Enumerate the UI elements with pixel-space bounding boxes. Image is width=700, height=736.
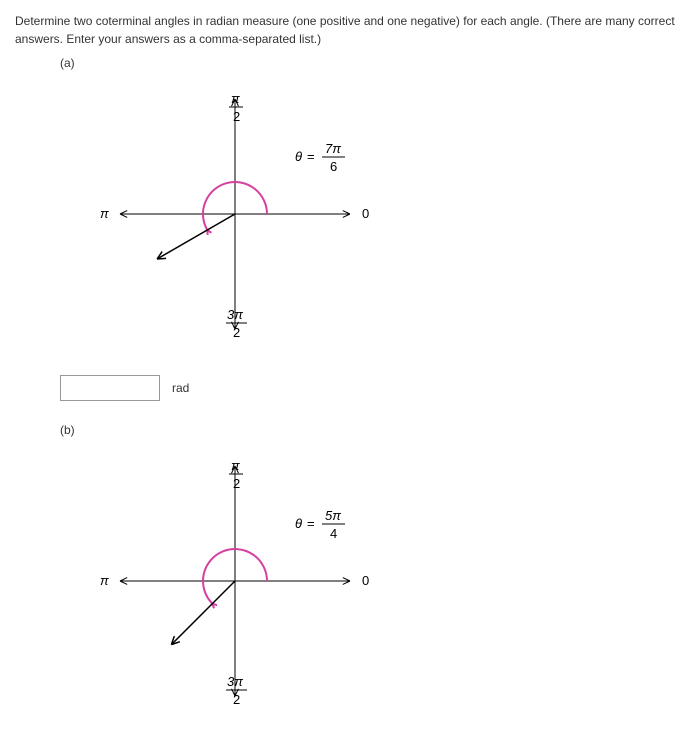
svg-text:3π: 3π [227,307,243,322]
svg-text:π: π [100,206,109,221]
svg-text:π: π [231,91,240,106]
svg-text:3π: 3π [227,674,243,689]
svg-text:0: 0 [362,206,369,221]
svg-text:π: π [100,573,109,588]
part-a-label: (a) [60,56,685,70]
svg-text:2: 2 [233,476,240,491]
unit-label-a: rad [172,381,189,395]
angle-diagram-a: 0 π π 2 3π 2 θ = 7π 6 [75,74,395,354]
angle-diagram-b: 0 π π 2 3π 2 θ = 5π 4 [75,441,395,721]
part-b-label: (b) [60,423,685,437]
svg-text:π: π [231,458,240,473]
svg-text:θ: θ [295,516,302,531]
svg-text:θ: θ [295,149,302,164]
svg-text:2: 2 [233,692,240,707]
svg-text:=: = [307,149,315,164]
svg-text:0: 0 [362,573,369,588]
svg-text:6: 6 [330,159,337,174]
svg-text:7π: 7π [325,141,341,156]
answer-input-a[interactable] [60,375,160,401]
svg-text:2: 2 [233,109,240,124]
svg-text:=: = [307,516,315,531]
svg-text:4: 4 [330,526,337,541]
instruction-text-1: Determine two coterminal angles in radia… [15,14,675,28]
svg-text:2: 2 [233,325,240,340]
instruction-text-2: answers. Enter your answers as a comma-s… [15,32,321,46]
svg-text:5π: 5π [325,508,341,523]
